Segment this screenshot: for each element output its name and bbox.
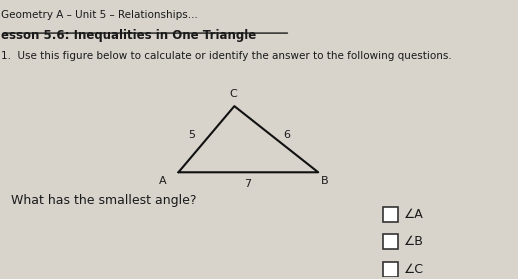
Text: 6: 6: [283, 130, 290, 140]
Text: 5: 5: [188, 130, 195, 140]
Text: A: A: [159, 176, 167, 186]
Text: 1.  Use this figure below to calculate or identify the answer to the following q: 1. Use this figure below to calculate or…: [2, 51, 452, 61]
Text: esson 5.6: Inequalities in One Triangle: esson 5.6: Inequalities in One Triangle: [2, 29, 256, 42]
Text: ∠B: ∠B: [404, 235, 424, 248]
Text: ∠A: ∠A: [404, 208, 424, 221]
Text: What has the smallest angle?: What has the smallest angle?: [11, 194, 196, 207]
Text: 7: 7: [244, 179, 251, 189]
Text: C: C: [229, 89, 237, 99]
FancyBboxPatch shape: [383, 207, 398, 222]
Text: Geometry A – Unit 5 – Relationships...: Geometry A – Unit 5 – Relationships...: [2, 10, 198, 20]
Text: B: B: [321, 176, 328, 186]
FancyBboxPatch shape: [383, 262, 398, 277]
Text: ∠C: ∠C: [404, 263, 424, 276]
FancyBboxPatch shape: [383, 234, 398, 249]
